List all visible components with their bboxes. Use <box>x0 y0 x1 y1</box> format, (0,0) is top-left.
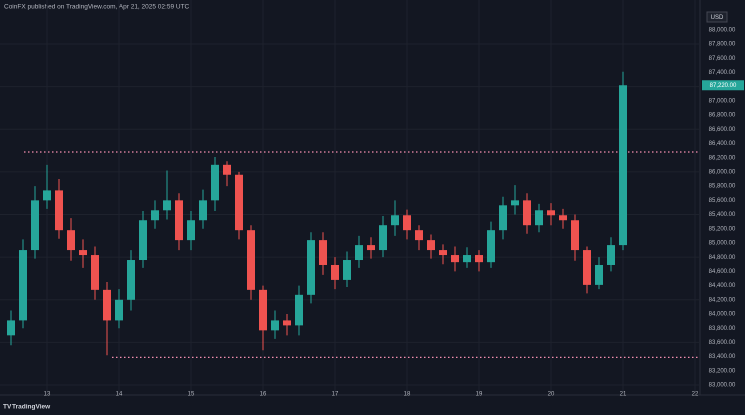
candle-body <box>187 220 195 241</box>
candle-body <box>79 250 87 256</box>
candle-body <box>451 255 459 263</box>
candle-body <box>391 215 399 226</box>
y-tick-label: 85,200.00 <box>709 226 736 232</box>
x-tick-label: 13 <box>44 392 51 398</box>
x-tick-label: 19 <box>476 392 483 398</box>
candle-body <box>487 230 495 263</box>
last-price-label: 87,220.00 <box>710 83 737 89</box>
candle-body <box>367 245 375 251</box>
candle-body <box>583 250 591 285</box>
candle-body <box>163 200 171 211</box>
y-tick-label: 84,800.00 <box>709 255 736 261</box>
candle-body <box>271 320 279 331</box>
watermark: TradingView <box>12 404 51 411</box>
candle-body <box>463 255 471 263</box>
candle-body <box>571 220 579 251</box>
candle-body <box>319 240 327 265</box>
y-tick-label: 86,800.00 <box>709 113 736 119</box>
candle-body <box>343 260 351 280</box>
x-tick-label: 17 <box>332 392 339 398</box>
x-tick-label: 16 <box>260 392 267 398</box>
candle-body <box>307 240 315 295</box>
candle-body <box>115 299 123 321</box>
candle-body <box>427 240 435 251</box>
candle-body <box>595 264 603 285</box>
x-tick-label: 22 <box>692 392 699 398</box>
candle-body <box>91 255 99 290</box>
y-tick-label: 87,600.00 <box>709 56 736 62</box>
candle-body <box>283 320 291 326</box>
y-tick-label: 87,000.00 <box>709 98 736 104</box>
y-tick-label: 83,400.00 <box>709 354 736 360</box>
candle-body <box>415 230 423 241</box>
candle-body <box>331 264 339 280</box>
y-tick-label: 84,400.00 <box>709 283 736 289</box>
candle-body <box>67 230 75 251</box>
y-tick-label: 88,000.00 <box>709 27 736 33</box>
currency-box <box>706 11 728 23</box>
y-tick-label: 86,200.00 <box>709 155 736 161</box>
y-tick-label: 84,000.00 <box>709 312 736 318</box>
candle-body <box>127 260 135 300</box>
candle-body <box>235 174 243 231</box>
x-tick-label: 14 <box>116 392 123 398</box>
y-tick-label: 84,600.00 <box>709 269 736 275</box>
candle-body <box>223 164 231 175</box>
candle-body <box>211 164 219 201</box>
candle-body <box>259 289 267 331</box>
candle-body <box>547 210 555 216</box>
y-tick-label: 86,000.00 <box>709 170 736 176</box>
candle-body <box>355 245 363 261</box>
chart-title: CoinFX published on TradingView.com, Apr… <box>4 4 190 11</box>
y-tick-label: 87,400.00 <box>709 70 736 76</box>
y-tick-label: 83,800.00 <box>709 326 736 332</box>
candle-body <box>43 190 51 201</box>
candle-body <box>535 210 543 226</box>
candle-body <box>247 230 255 290</box>
x-tick-label: 21 <box>620 392 627 398</box>
y-tick-label: 86,600.00 <box>709 127 736 133</box>
candle-body <box>511 200 519 206</box>
candle-body <box>295 294 303 326</box>
y-tick-label: 85,400.00 <box>709 212 736 218</box>
candle-body <box>19 250 27 321</box>
y-tick-label: 85,600.00 <box>709 198 736 204</box>
candle-body <box>175 200 183 241</box>
candle-body <box>31 200 39 251</box>
x-tick-label: 20 <box>548 392 555 398</box>
candle-body <box>403 215 411 231</box>
candle-body <box>499 205 507 231</box>
candle-body <box>607 245 615 265</box>
candle-body <box>7 320 15 336</box>
candle-body <box>139 220 147 261</box>
y-tick-label: 86,400.00 <box>709 141 736 147</box>
x-tick-label: 18 <box>404 392 411 398</box>
candle-body <box>559 215 567 221</box>
y-tick-label: 83,200.00 <box>709 368 736 374</box>
candle-body <box>379 225 387 251</box>
x-tick-label: 15 <box>188 392 195 398</box>
candle-body <box>523 200 531 226</box>
y-tick-label: 84,200.00 <box>709 297 736 303</box>
candle-body <box>199 200 207 221</box>
candle-body <box>55 190 63 231</box>
candle-body <box>439 250 447 256</box>
y-tick-label: 83,000.00 <box>709 383 736 389</box>
currency: USD <box>711 15 724 21</box>
y-tick-label: 85,800.00 <box>709 184 736 190</box>
candle-body <box>475 255 483 263</box>
y-tick-label: 83,600.00 <box>709 340 736 346</box>
candle-body <box>103 289 111 321</box>
candle-body <box>619 85 627 246</box>
last-price-box <box>702 80 744 91</box>
y-tick-label: 87,800.00 <box>709 42 736 48</box>
candle-body <box>151 210 159 221</box>
y-tick-label: 85,000.00 <box>709 241 736 247</box>
watermark-logo: TV <box>3 404 12 411</box>
